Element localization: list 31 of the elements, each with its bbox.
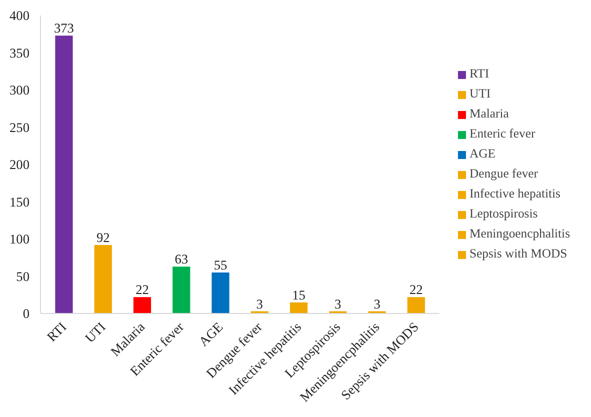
data-label: 22 — [136, 282, 149, 298]
y-tick-label: 0 — [22, 306, 30, 321]
legend-label: Enteric fever — [469, 126, 536, 142]
y-tick-label: 150 — [10, 194, 30, 210]
legend-label: UTI — [469, 86, 491, 102]
data-label: 22 — [409, 282, 423, 298]
data-label: 3 — [374, 296, 381, 312]
y-tick-label: 250 — [10, 120, 30, 135]
y-tick-label: 400 — [10, 8, 30, 23]
data-label: 373 — [54, 20, 74, 36]
data-label: 3 — [334, 296, 342, 312]
legend-label: Dengue fever — [469, 166, 538, 182]
data-label: 63 — [174, 252, 188, 267]
y-tick-label: 200 — [10, 157, 30, 172]
data-label: 15 — [292, 287, 306, 302]
y-tick-label: 50 — [16, 268, 30, 284]
legend-label: Meningoencphalitis — [469, 226, 570, 242]
data-label: 3 — [256, 296, 264, 312]
legend-label: Sepsis with MODS — [469, 246, 568, 262]
legend-label: Infective hepatitis — [469, 186, 560, 202]
data-label: 92 — [96, 230, 110, 245]
legend-label: Malaria — [469, 106, 509, 122]
y-tick-label: 300 — [10, 82, 30, 98]
data-label: 55 — [214, 258, 228, 273]
x-tick-label: RTI — [44, 319, 70, 344]
y-tick-label: 100 — [10, 232, 30, 246]
legend-label: Leptospirosis — [469, 206, 538, 222]
x-tick-label: UTI — [82, 319, 108, 346]
legend-label: RTI — [469, 66, 490, 82]
y-tick-label: 350 — [10, 45, 30, 60]
legend-label: AGE — [469, 146, 496, 162]
